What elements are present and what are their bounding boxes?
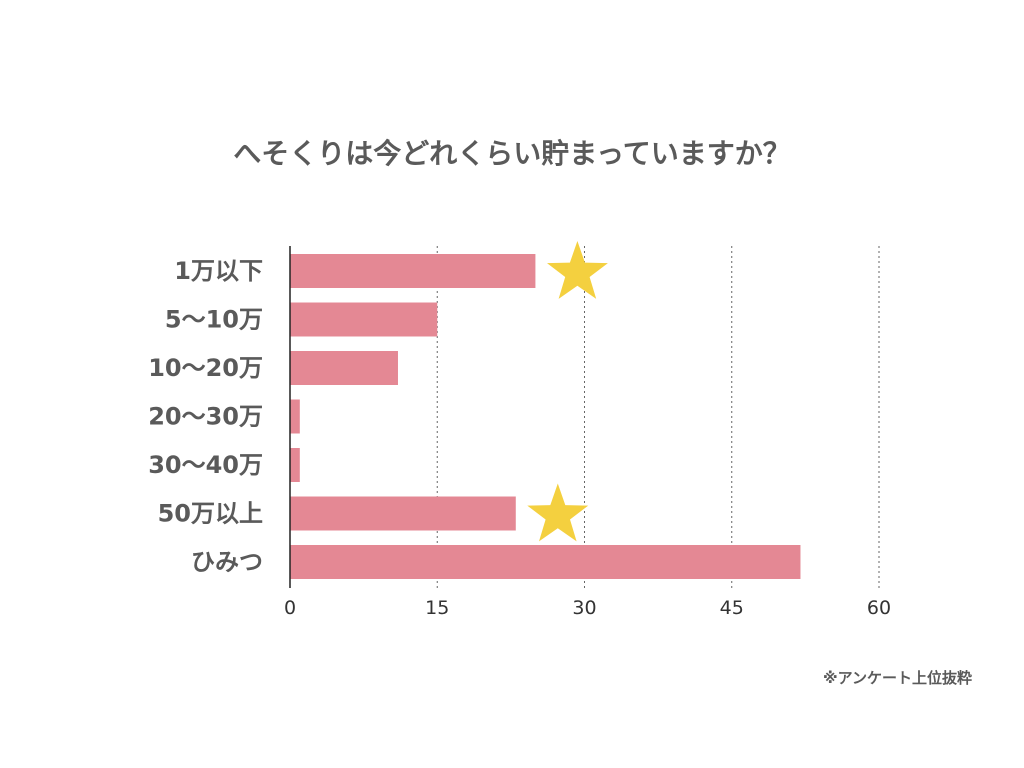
bar-6 (290, 545, 801, 579)
grid-lines (436, 246, 880, 588)
x-tick-label: 15 (425, 597, 449, 619)
category-label: 10〜20万 (148, 354, 263, 382)
x-tick-label: 30 (572, 597, 596, 619)
star-icon (547, 241, 608, 299)
star-icon (527, 483, 589, 542)
bar-2 (290, 351, 398, 385)
bar-5 (290, 496, 516, 531)
x-tick-label: 60 (867, 597, 891, 619)
x-tick-label: 45 (720, 597, 744, 619)
bar-3 (290, 399, 300, 434)
survey-note: ※アンケート上位抜粋 (823, 669, 972, 687)
bars (290, 254, 801, 579)
category-label: 50万以上 (158, 500, 263, 528)
x-tick-label: 0 (284, 597, 296, 619)
category-label: 30〜40万 (148, 451, 263, 479)
bar-4 (290, 448, 300, 482)
bar-1 (290, 302, 438, 337)
category-label: 5〜10万 (165, 306, 263, 334)
highlight-stars (527, 241, 608, 542)
bar-0 (290, 254, 536, 288)
category-label: 1万以下 (174, 257, 263, 285)
x-tick-labels: 0 15 30 45 60 (284, 597, 891, 619)
chart-title: へそくりは今どれくらい貯まっていますか？ (233, 137, 791, 170)
category-label: ひみつ (191, 548, 263, 576)
category-label: 20〜30万 (148, 403, 263, 431)
